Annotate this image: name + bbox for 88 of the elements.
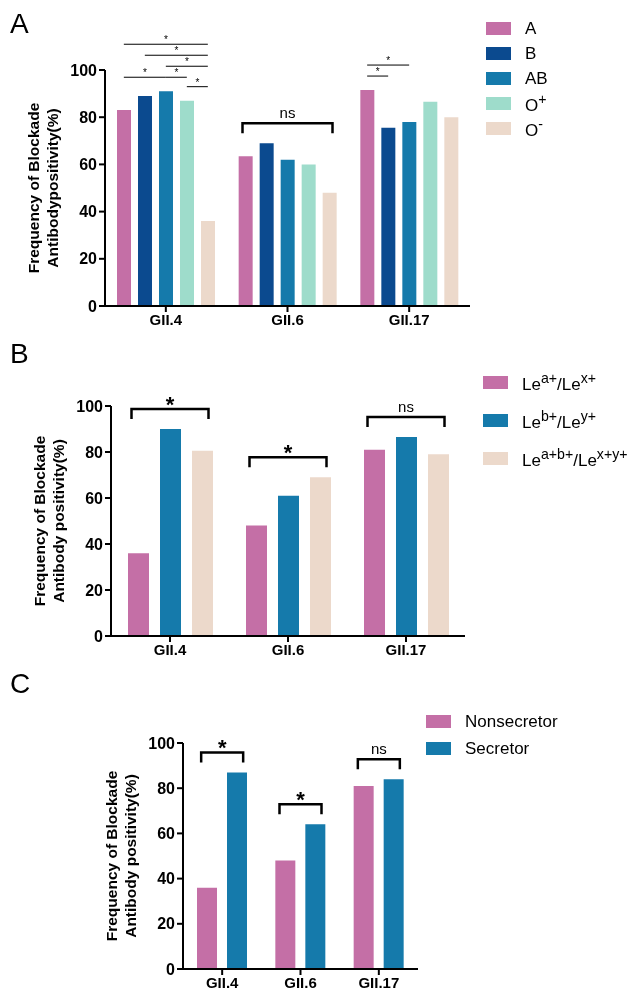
bar bbox=[305, 824, 326, 969]
annotation: * bbox=[195, 76, 200, 88]
y-tick-label: 80 bbox=[157, 779, 176, 797]
chart-title: B bbox=[10, 338, 29, 370]
annotation: ns bbox=[398, 398, 414, 416]
y-tick-label: 80 bbox=[79, 108, 98, 126]
bar bbox=[238, 156, 253, 306]
y-tick-label: 40 bbox=[85, 535, 104, 553]
y-tick-label: 0 bbox=[94, 627, 104, 645]
annotation: * bbox=[217, 735, 227, 761]
bar bbox=[159, 91, 173, 306]
bar bbox=[423, 101, 438, 306]
y-tick-label: 40 bbox=[79, 203, 98, 221]
chart-title: C bbox=[10, 668, 31, 700]
x-tick-label: GII.17 bbox=[388, 310, 430, 328]
chart-title: A bbox=[10, 8, 29, 40]
x-tick-label: GII.6 bbox=[271, 640, 305, 658]
y-tick-label: 60 bbox=[79, 156, 98, 174]
legend-label: Le$^{a+}$/Le$^{x+}$ bbox=[522, 369, 597, 395]
legend-label: Secretor bbox=[465, 738, 530, 759]
bar bbox=[227, 772, 247, 969]
legend-label: O$^{-}$ bbox=[525, 116, 543, 141]
bar bbox=[275, 860, 296, 969]
x-tick-label: GII.4 bbox=[153, 640, 187, 658]
y-tick-label: 60 bbox=[157, 825, 176, 843]
legend-label: B bbox=[525, 43, 537, 64]
y-tick-label: 0 bbox=[166, 960, 176, 978]
text: * bbox=[184, 56, 189, 68]
bar bbox=[310, 477, 331, 636]
y-tick-label: 100 bbox=[148, 734, 176, 752]
bar bbox=[117, 110, 131, 306]
annotation: * bbox=[296, 787, 306, 813]
bar bbox=[381, 127, 396, 306]
annotation: ns bbox=[279, 104, 296, 122]
bar bbox=[259, 143, 274, 306]
bar bbox=[402, 121, 417, 306]
legend-label: Le$^{b+}$/Le$^{y+}$ bbox=[522, 407, 597, 433]
text: * bbox=[163, 34, 168, 46]
y-tick-label: 80 bbox=[85, 443, 104, 461]
x-tick-label: GII.6 bbox=[284, 973, 317, 991]
text: * bbox=[386, 55, 391, 67]
x-tick-label: GII.17 bbox=[385, 640, 427, 658]
y-tick-label: 60 bbox=[85, 489, 104, 507]
bar bbox=[180, 100, 194, 306]
annotation: * bbox=[142, 67, 147, 79]
y-tick-label: 40 bbox=[157, 870, 176, 888]
bar bbox=[322, 192, 337, 306]
x-tick-label: GII.6 bbox=[271, 310, 304, 328]
bar bbox=[246, 525, 267, 636]
bar bbox=[301, 164, 316, 306]
bar bbox=[201, 221, 215, 306]
bar bbox=[280, 159, 295, 306]
legend-label: Le$^{a+b+}$/Le$^{x+y+}$ bbox=[522, 445, 628, 471]
bar bbox=[364, 449, 385, 636]
y-tick-label: 0 bbox=[88, 297, 98, 315]
legend-label: AB bbox=[525, 68, 548, 89]
x-tick-label: GII.4 bbox=[205, 973, 240, 991]
y-axis-title: Frequency of Blockade Antibody positivity(%) bbox=[31, 435, 67, 607]
bar bbox=[396, 437, 417, 636]
annotation: * bbox=[375, 66, 380, 78]
bar bbox=[353, 785, 374, 969]
y-tick-label: 100 bbox=[76, 397, 104, 415]
y-tick-label: 20 bbox=[157, 915, 176, 933]
legend-label: O$^{+}$ bbox=[525, 91, 547, 116]
x-tick-label: GII.4 bbox=[149, 310, 183, 328]
bar bbox=[128, 553, 149, 636]
bar bbox=[192, 450, 213, 636]
x-tick-label: GII.17 bbox=[358, 973, 400, 991]
annotation: * bbox=[174, 67, 179, 79]
y-tick-label: 20 bbox=[79, 250, 98, 268]
bar bbox=[278, 495, 299, 636]
y-axis-title: Frequency of Blockade Antibodypositivity(%) bbox=[25, 102, 61, 274]
bar bbox=[138, 95, 152, 306]
annotation: * bbox=[283, 440, 293, 466]
legend-label: A bbox=[525, 18, 537, 39]
bar bbox=[444, 117, 459, 306]
legend-label: Nonsecretor bbox=[465, 711, 558, 732]
bar bbox=[160, 429, 181, 636]
annotation: * bbox=[165, 392, 175, 417]
bar bbox=[197, 887, 217, 969]
y-tick-label: 20 bbox=[85, 581, 104, 599]
bar bbox=[383, 779, 404, 969]
annotation: ns bbox=[370, 740, 387, 758]
y-axis-title: Frequency of Blockade Antibody positivity(%) bbox=[103, 770, 139, 942]
text: * bbox=[174, 45, 179, 57]
y-tick-label: 100 bbox=[70, 61, 98, 79]
bar bbox=[360, 90, 375, 306]
bar bbox=[428, 454, 449, 636]
